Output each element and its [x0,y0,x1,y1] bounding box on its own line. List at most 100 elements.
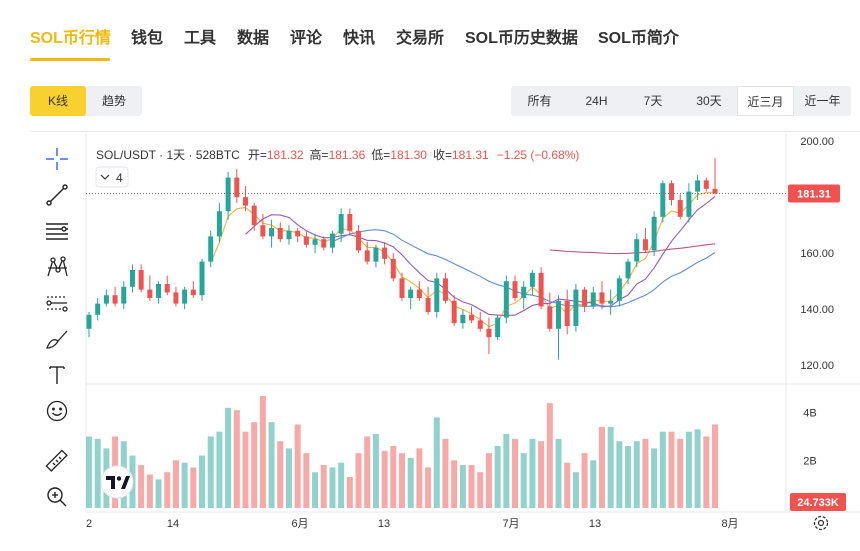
candle-body [199,261,205,296]
candle-body [251,205,257,226]
range-30d-button[interactable]: 30天 [696,94,722,108]
volume-bar [155,479,162,508]
nav-tab-sol-market[interactable]: SOL币行情 [30,30,111,47]
top-nav: SOL币行情 钱包 工具 数据 评论 快讯 交易所 SOL币历史数据 SOL币简介 [0,0,860,62]
last-price-tag-bg [788,184,840,203]
tradingview-logo [100,465,134,499]
candle-body [190,289,196,296]
brush-icon[interactable] [40,324,74,354]
range-all-button[interactable]: 所有 [527,94,552,108]
volume-bar [372,434,379,508]
pattern-icon[interactable] [40,252,74,282]
nav-tab-comments[interactable]: 评论 [290,30,323,47]
candle-body [86,314,92,329]
nav-tab-data[interactable]: 数据 [237,30,270,47]
ruler-icon[interactable] [40,446,74,476]
volume-bar [425,467,432,508]
tradingview-logo-slash [121,476,130,489]
volume-bar [294,424,301,508]
candle-body [451,300,457,324]
candle-body [225,177,231,212]
candle-body [95,303,101,315]
volume-bar [407,457,414,508]
volume-bar [86,436,92,508]
nav-tab-tools[interactable]: 工具 [184,30,217,47]
horizontal-lines-icon[interactable] [40,216,74,246]
nav-tab-sol-intro[interactable]: SOL币简介 [598,30,679,47]
volume-bar [451,460,458,508]
candle-body [138,270,144,290]
candle-body [416,289,422,298]
trend-line-icon[interactable] [40,180,74,210]
low-label: 低= [371,148,390,162]
candle-body [356,230,362,251]
volume-bar [259,395,266,508]
volume-bar [285,448,292,508]
candle-body [703,180,709,189]
kline-view-button[interactable]: K线 [30,86,86,116]
volume-bar [277,441,284,508]
volume-bar [590,460,597,508]
indicator-toggle-button[interactable] [95,166,129,188]
candle-body [164,284,170,293]
volume-bar [642,438,649,508]
indicator-count: 4 [116,171,123,185]
range-3m-button[interactable]: 近三月 [737,86,794,116]
candle-body [425,298,431,312]
symbol-label: SOL/USDT · 1天 · 528BTC [96,148,240,162]
candle-body [608,300,614,304]
volume-bar [338,462,345,508]
volume-bar [190,467,197,508]
candle-body [712,188,718,194]
volume-bar [216,431,223,508]
price-tick-label: 140.00 [800,304,834,316]
volume-bar [685,431,692,508]
volume-bar [381,450,388,508]
range-1y-button[interactable]: 近一年 [804,94,841,108]
nav-tab-news[interactable]: 快讯 [343,30,376,47]
volume-bar [572,472,579,508]
emoji-icon[interactable] [40,396,74,426]
volume-bar [390,446,397,508]
candle-body [373,247,379,262]
volume-bar [459,465,466,508]
candle-body [347,214,353,231]
volume-bar [546,403,553,508]
candle-body [390,258,396,279]
range-7d-button[interactable]: 7天 [643,94,663,108]
trend-view-button[interactable]: 趋势 [101,94,126,108]
candle-body [277,228,283,240]
candle-body [269,228,275,237]
low-value: 181.30 [390,148,427,162]
volume-bar [581,453,588,508]
zoom-in-icon[interactable] [40,482,74,512]
time-axis-label: 8月 [721,518,738,530]
text-icon[interactable] [40,360,74,390]
candle-body [260,225,266,237]
open-label: 开= [248,148,267,162]
settings-gear-icon[interactable] [813,515,829,531]
candle-body [503,281,509,318]
fib-icon[interactable] [40,288,74,318]
volume-bar [694,429,701,508]
range-24h-button[interactable]: 24H [585,94,608,108]
open-value: 181.32 [267,148,304,162]
nav-tab-exchanges[interactable]: 交易所 [396,30,445,47]
volume-bar [303,453,310,508]
volume-bar [346,477,353,508]
nav-tab-wallet[interactable]: 钱包 [131,30,164,47]
candle-body [129,270,135,287]
crosshair-icon[interactable] [40,144,74,174]
candle-body [634,239,640,262]
candle-body [469,314,475,321]
volume-bar [433,417,440,508]
candle-body [616,278,622,301]
volume-bar [312,472,319,508]
candle-body [529,272,535,287]
high-value: 181.36 [329,148,366,162]
volume-bar [477,472,484,508]
nav-tab-sol-history[interactable]: SOL币历史数据 [465,30,578,47]
candle-body [147,289,153,298]
ma-line-fast [210,191,716,328]
